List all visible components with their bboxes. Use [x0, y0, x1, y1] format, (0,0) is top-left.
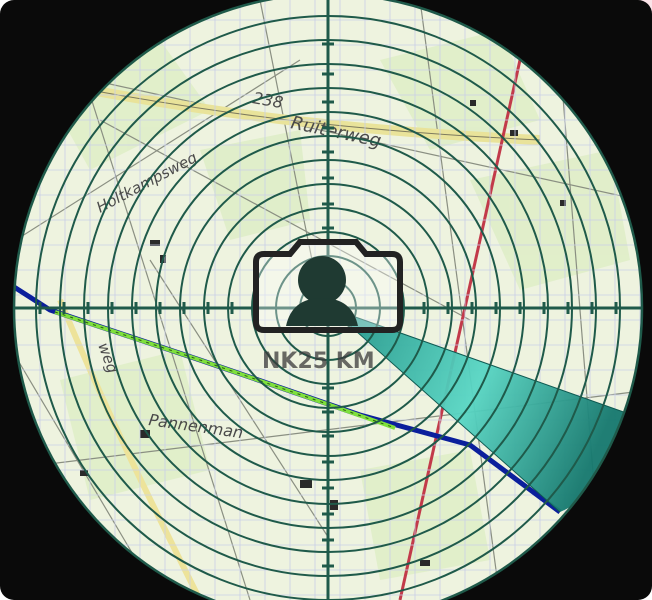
railway-line: [398, 59, 522, 600]
stamp-text: NK25 KM: [262, 349, 375, 374]
crosshair-ticks: [38, 42, 618, 568]
route-highlight[interactable]: [54, 310, 396, 430]
user-camera-icon[interactable]: [253, 239, 403, 333]
radar-sweep-cone: [330, 308, 632, 512]
